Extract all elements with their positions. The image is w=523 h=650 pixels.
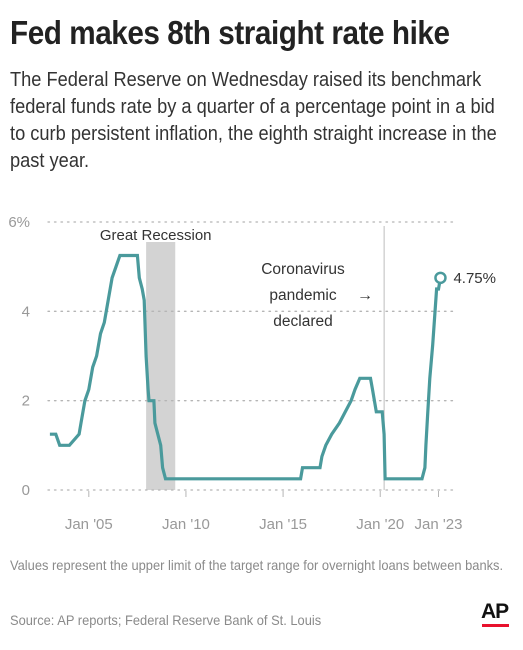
source-credit: Source: AP reports; Federal Reserve Bank… [10,612,322,628]
ap-logo-bar [482,624,509,627]
x-tick-label: Jan '20 [356,516,404,533]
headline: Fed makes 8th straight rate hike [10,14,450,51]
recession-label: Great Recession [100,227,212,244]
y-tick-label: 4 [22,303,30,320]
pandemic-arrow: → [357,287,373,304]
x-tick-label: Jan '15 [259,516,307,533]
x-tick-label: Jan '10 [162,516,210,533]
footnote: Values represent the upper limit of the … [10,557,504,573]
subheadline: The Federal Reserve on Wednesday raised … [10,68,497,172]
latest-rate-label: 4.75% [453,270,496,287]
y-tick-label: 2 [22,393,30,410]
pandemic-label-line: pandemic [269,287,336,304]
pandemic-label-line: Coronavirus [261,261,345,278]
y-tick-label: 0 [22,482,30,499]
ap-logo: AP [481,600,511,630]
ap-logo-text: AP [481,600,509,623]
fed-funds-rate-line [49,253,443,481]
x-tick-label: Jan '05 [65,516,113,533]
latest-rate-point [434,271,447,285]
rate-line-chart: 0 2 4 6% Jan '05 Jan '10 Jan '15 Jan '20 Jan '23… [8,214,496,533]
y-tick-label: 6% [8,214,30,231]
x-tick-label: Jan '23 [415,516,463,533]
pandemic-label-line: declared [273,313,332,330]
